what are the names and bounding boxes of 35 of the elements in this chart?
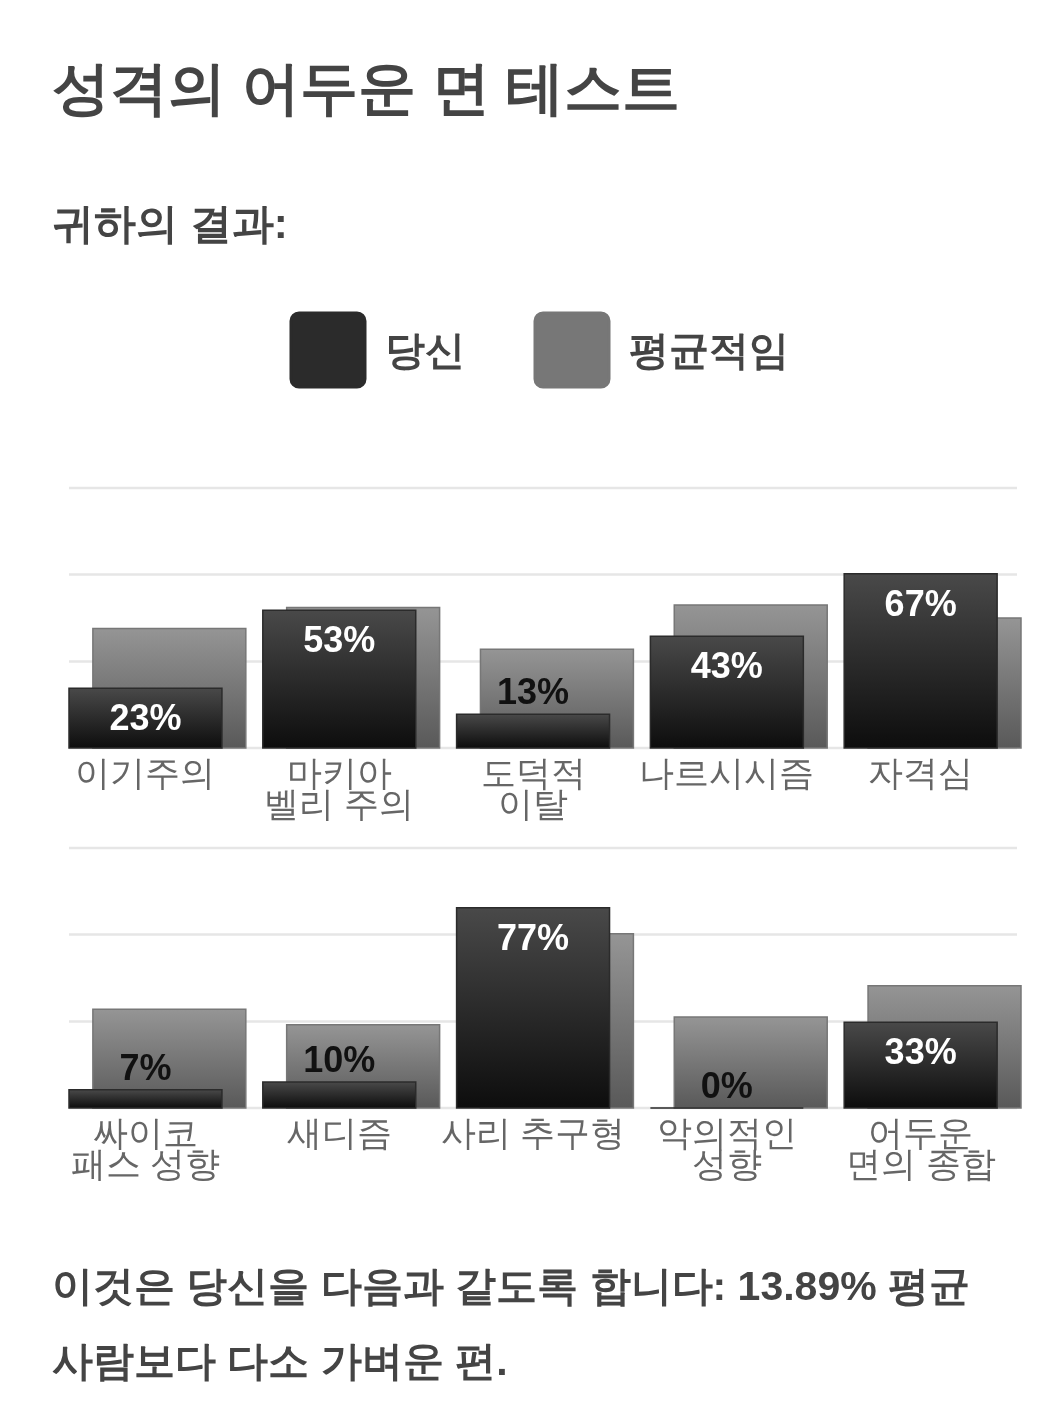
- data-label: 67%: [884, 582, 957, 624]
- x-tick-label: 도덕적 이탈: [480, 753, 586, 823]
- bar: [262, 609, 417, 749]
- bar: [455, 907, 611, 1109]
- data-label: 10%: [303, 1039, 376, 1080]
- data-label: 43%: [690, 645, 763, 687]
- x-tick-label: 새디즘: [286, 1113, 392, 1152]
- legend-label: 당신: [385, 328, 465, 372]
- bar: [649, 635, 805, 749]
- x-tick-label: 마키아 벨리 주의: [264, 753, 415, 823]
- bar: [843, 1021, 998, 1109]
- x-tick-label: 사리 추구형: [440, 1113, 626, 1152]
- chart-subtitle: 귀하의 결과:: [52, 200, 288, 247]
- x-tick-label: 악의적인 성향: [656, 1113, 797, 1183]
- data-label: 13%: [497, 671, 570, 713]
- x-tick-label: 나르시시즘: [639, 753, 815, 792]
- x-tick-label: 이기주의: [75, 753, 216, 792]
- bar: [68, 1089, 223, 1109]
- bar: [843, 573, 998, 749]
- bar: [262, 1081, 417, 1109]
- data-label: 53%: [303, 619, 376, 661]
- bar: [68, 687, 223, 749]
- bar: [673, 1016, 828, 1109]
- data-label: 7%: [119, 1046, 172, 1088]
- text: 이것은 당신을 다음과 같도록 합니다: 13.89% 평균 사람보다 다소 가벼운 편.: [52, 1263, 971, 1384]
- data-label: 77%: [497, 916, 570, 958]
- data-label: 33%: [884, 1031, 957, 1073]
- legend-label: 평균적임: [629, 328, 789, 372]
- chart-title: 성격의 어두운 면 테스트: [52, 55, 681, 120]
- x-tick-label: 싸이코 패스 성향: [70, 1113, 221, 1183]
- data-label: 0%: [700, 1065, 753, 1106]
- data-label: 23%: [109, 697, 182, 739]
- x-tick-label: 어두운 면의 종합: [845, 1113, 996, 1183]
- x-tick-label: 자격심: [868, 753, 974, 792]
- bar: [455, 713, 611, 749]
